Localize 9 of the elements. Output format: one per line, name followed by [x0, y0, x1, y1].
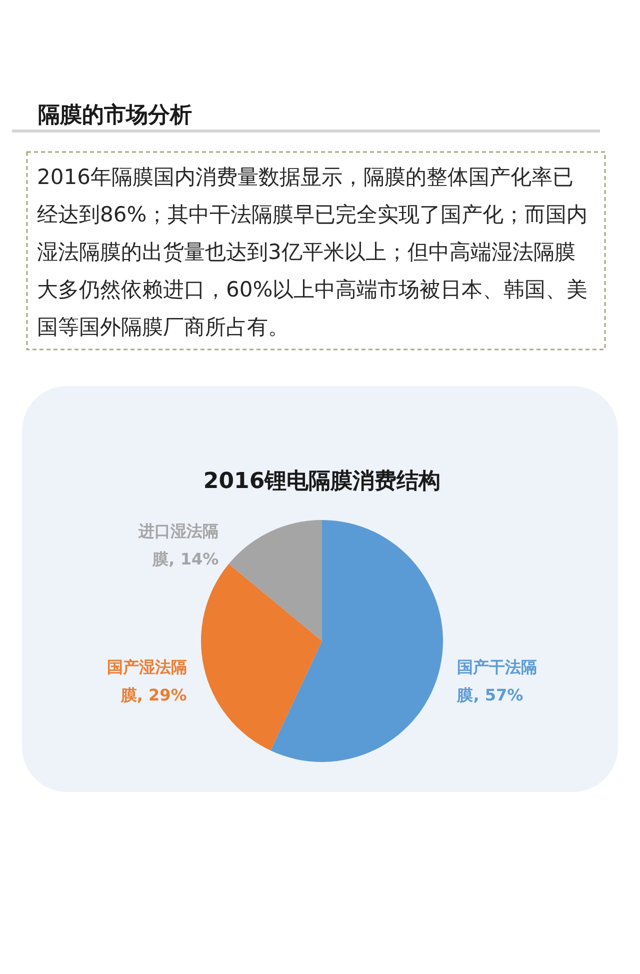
slice-label: 国产干法隔膜, 57% — [456, 657, 538, 704]
slice-label: 国产湿法隔膜, 29% — [106, 657, 187, 704]
chart-title: 2016锂电隔膜消费结构 — [203, 469, 441, 494]
text: 隔膜的市场分析 — [38, 102, 192, 128]
pie-slice — [201, 564, 322, 750]
text: 2016年隔膜国内消费量数据显示，隔膜的整体国产化率已经达到86%；其中干法隔膜早已完全实现了国产化；而国内湿法隔膜的出货量也达到3亿平米以上；但中高端湿法隔膜大多仍然依赖进口，60%以上中高端市场被日本、韩国、美国等国外隔膜厂商所占有。 — [37, 165, 588, 339]
pie-slice — [270, 520, 443, 762]
slice-label: 进口湿法隔膜, 14% — [138, 522, 219, 569]
pie-slice — [228, 520, 322, 641]
